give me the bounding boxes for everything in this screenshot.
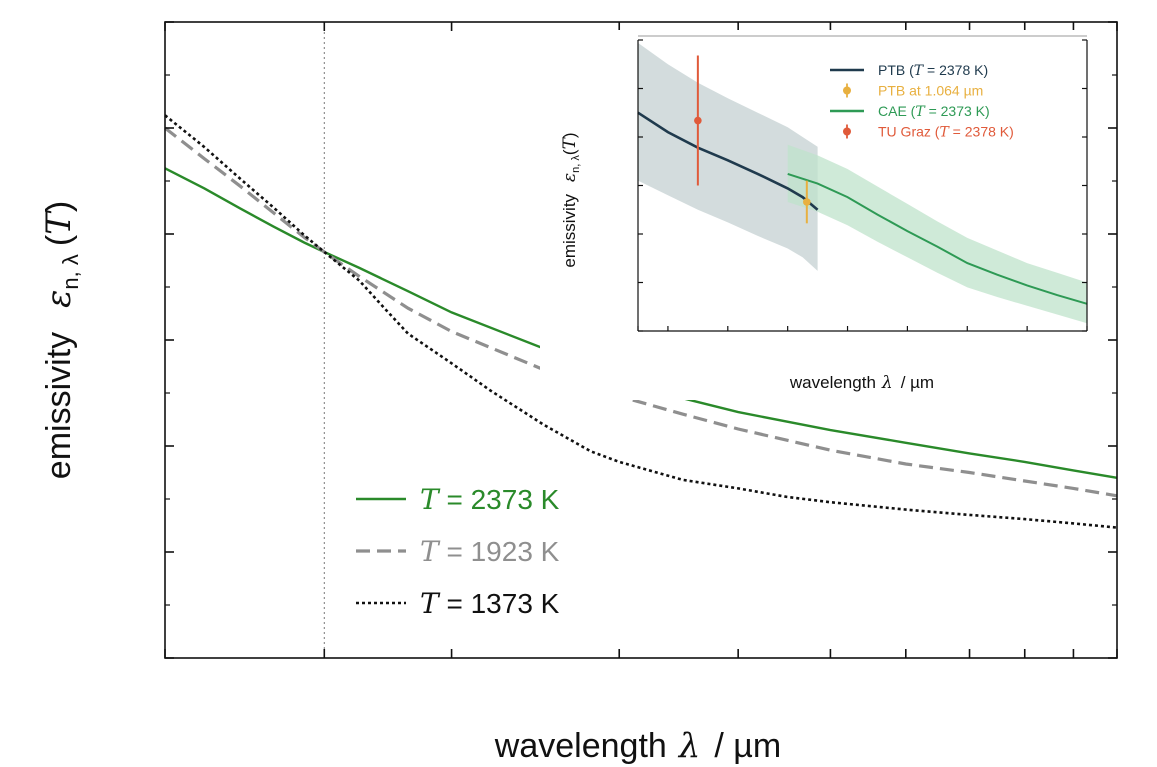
inset-y-axis-label-text: emissivity [560, 193, 579, 267]
legend-value: = 2373 K [439, 484, 560, 515]
x-axis-label: wavelength λ / µm [494, 726, 781, 766]
y-axis-label-paren-open: ( [40, 234, 78, 246]
legend-entry-0: T = 2373 K [420, 483, 560, 516]
legend-entry-1: T = 1923 K [420, 535, 560, 568]
inset-series-line-0 [637, 111, 819, 211]
inset-uncertainty-band-2 [787, 144, 1087, 324]
inset-legend-text: PTB at 1.064 µm [878, 83, 983, 99]
inset-series-line-2 [787, 172, 1088, 305]
legend-value: = 1373 K [439, 588, 560, 619]
inset-y-axis-label-paren-open: ( [560, 149, 579, 155]
inset-legend-part: = 2378 K) [923, 62, 988, 78]
inset-x-axis-label: wavelength λ / µm [789, 373, 934, 393]
inset-legend-part: PTB ( [878, 62, 914, 78]
x-axis-label-symbol: λ [677, 726, 701, 766]
inset-legend-entry-1: PTB at 1.064 µm [878, 83, 983, 99]
inset-uncertainty-band-0 [638, 42, 818, 271]
inset-x-axis-label-text: wavelength [789, 373, 876, 392]
inset-legend-marker-3 [843, 127, 851, 136]
y-axis-label-text: emissivity [40, 332, 78, 479]
x-axis-label-unit: / µm [714, 727, 781, 765]
legend-variable: T [420, 535, 441, 568]
inset-legend-variable: T [939, 125, 950, 141]
inset-y-axis-label-symbol: ε [560, 173, 580, 182]
inset-legend-part: CAE ( [878, 103, 916, 119]
inset-data-point-3 [694, 116, 702, 125]
inset-legend-entry-0: PTB (T = 2378 K) [878, 62, 988, 79]
inset-legend-variable: T [914, 63, 925, 79]
inset-y-axis-label-paren-close: ) [560, 132, 579, 138]
y-axis-label-paren-close: ) [40, 201, 78, 212]
inset-x-axis-label-symbol: λ [881, 373, 893, 393]
inset-legend-entry-2: CAE (T = 2373 K) [878, 103, 990, 120]
legend-entry-2: T = 1373 K [420, 587, 560, 620]
inset-legend-part: TU Graz ( [878, 124, 940, 140]
inset-legend-part: = 2373 K) [925, 103, 990, 119]
inset-y-axis-label-variable: T [560, 136, 580, 149]
y-axis-label-variable: T [39, 210, 79, 235]
legend-variable: T [420, 587, 441, 620]
inset-background [540, 30, 1105, 400]
legend-variable: T [420, 483, 441, 516]
x-axis-label-text: wavelength [494, 727, 667, 765]
inset-y-axis-label: emissivity εn, λ(T) [560, 132, 582, 267]
inset-legend-part: = 2378 K) [949, 124, 1014, 140]
y-axis-label-symbol: ε [39, 290, 79, 308]
inset-y-axis-label-subscript: n, λ [570, 155, 582, 173]
legend-value: = 1923 K [439, 536, 560, 567]
inset-legend-variable: T [915, 104, 926, 120]
inset-legend-marker-1 [843, 86, 851, 95]
series-line-2 [164, 114, 1118, 529]
inset-x-axis-label-unit: / µm [901, 373, 934, 392]
y-axis-label: emissivity εn, λ (T) [39, 201, 83, 479]
y-axis-label-subscript: n, λ [58, 254, 83, 289]
inset-data-point-1 [803, 198, 811, 206]
inset-legend-entry-3: TU Graz (T = 2378 K) [878, 124, 1014, 141]
